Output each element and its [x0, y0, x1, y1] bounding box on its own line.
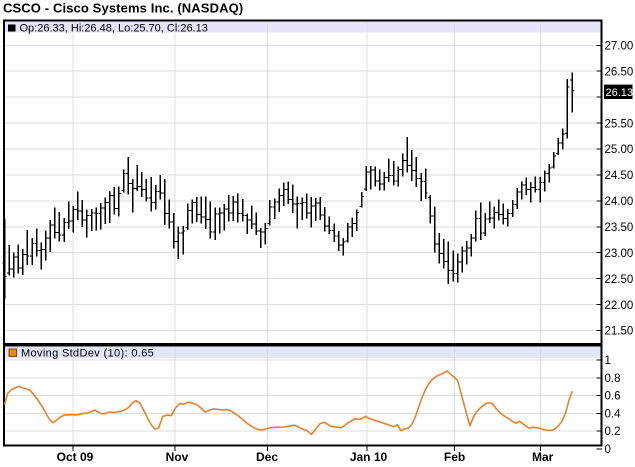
svg-text:Op:26.33, Hi:26.48, Lo:25.70,: Op:26.33, Hi:26.48, Lo:25.70, Cl:26.13: [20, 23, 208, 35]
svg-text:26.13: 26.13: [606, 87, 634, 99]
svg-text:23.50: 23.50: [605, 222, 634, 234]
svg-text:Feb: Feb: [444, 450, 465, 464]
svg-text:Jan 10: Jan 10: [350, 450, 388, 464]
svg-text:26.50: 26.50: [605, 66, 634, 78]
svg-text:CSCO - Cisco Systems Inc. (NAS: CSCO - Cisco Systems Inc. (NASDAQ): [3, 1, 243, 16]
svg-text:Nov: Nov: [166, 450, 189, 464]
svg-text:Moving StdDev (10): 0.65: Moving StdDev (10): 0.65: [21, 348, 154, 360]
svg-text:Dec: Dec: [256, 450, 278, 464]
svg-text:0.2: 0.2: [605, 426, 621, 438]
svg-text:0: 0: [605, 444, 611, 456]
svg-text:Oct 09: Oct 09: [57, 450, 94, 464]
svg-text:0.4: 0.4: [605, 408, 622, 420]
svg-text:21.50: 21.50: [605, 326, 634, 338]
svg-text:27.00: 27.00: [605, 41, 634, 53]
svg-text:Mar: Mar: [532, 450, 554, 464]
svg-text:22.00: 22.00: [605, 300, 634, 312]
svg-text:1: 1: [605, 355, 611, 367]
svg-text:0.8: 0.8: [605, 373, 621, 385]
svg-text:24.00: 24.00: [605, 196, 634, 208]
svg-text:0.6: 0.6: [605, 391, 621, 403]
svg-text:22.50: 22.50: [605, 274, 634, 286]
svg-text:24.50: 24.50: [605, 170, 634, 182]
svg-text:25.00: 25.00: [605, 144, 634, 156]
svg-text:23.00: 23.00: [605, 248, 634, 260]
svg-text:25.50: 25.50: [605, 118, 634, 130]
